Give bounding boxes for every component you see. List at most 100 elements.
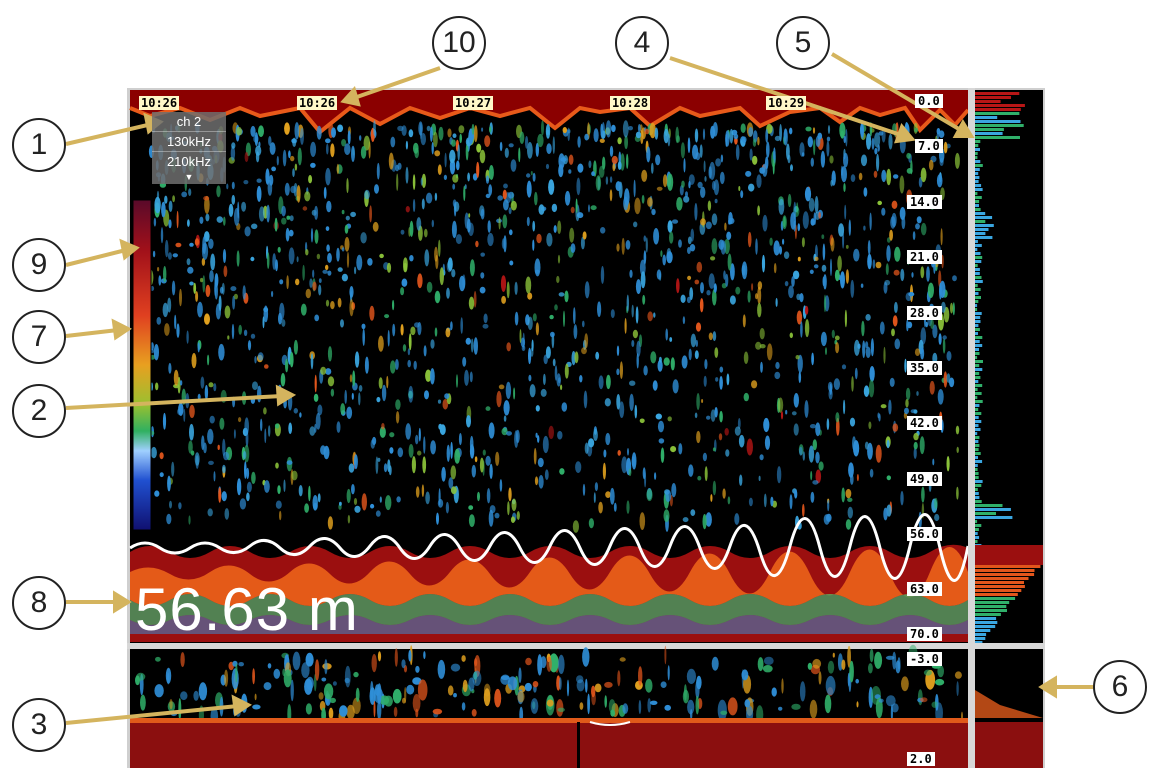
frequency-option[interactable]: 130kHz [152,132,226,152]
horizontal-separator[interactable] [127,643,1045,649]
histogram-bar [975,108,1021,111]
bottom-lock-echo-layer [135,644,963,725]
echo-target [520,337,526,348]
echo-target [906,168,913,174]
echo-target [647,197,653,207]
echo-target [190,450,195,456]
echo-target [797,354,803,373]
echo-target [738,186,741,191]
echo-target [351,392,354,400]
echo-target [900,491,904,506]
histogram-bar [975,168,980,171]
echo-target [892,651,897,670]
echo-target [624,318,627,334]
echo-target [436,512,439,525]
echo-target [637,124,641,133]
echo-target [841,166,847,183]
echo-target [802,503,805,517]
echo-target [221,491,227,502]
echo-target [663,128,669,144]
echo-target [361,493,367,511]
echo-target [763,656,774,665]
echo-target [344,389,348,404]
channel-label[interactable]: ch 2 [152,112,226,132]
echo-target [310,353,314,370]
echo-target [785,409,788,415]
echo-target [268,425,271,437]
echo-target [825,347,827,355]
arrowhead-6 [1038,675,1057,699]
echo-target [358,385,363,392]
channel-selector[interactable]: ch 2 130kHz 210kHz ▼ [152,112,226,184]
echo-target [533,448,537,465]
echo-target [577,136,581,148]
echo-target [891,212,897,228]
echo-target [875,444,882,463]
echo-target [725,273,729,287]
echo-target [194,238,200,246]
echo-target [304,678,313,695]
echo-target [889,229,893,241]
echo-target [894,301,898,314]
echo-target [759,328,765,340]
echo-target [821,264,827,272]
echo-target [279,302,285,321]
echo-target [908,292,915,297]
echo-target [557,220,562,234]
echo-target [518,667,522,683]
echo-target [465,337,471,345]
echo-target [257,385,262,403]
depth-label: 56.0 [907,527,942,541]
echo-target [554,304,558,311]
echo-target [892,423,899,432]
echo-target [893,174,899,179]
callout-4: 4 [615,16,669,70]
echo-target [314,314,320,322]
histogram-bar [975,304,978,307]
histogram-bar [975,184,982,187]
vertical-separator[interactable] [968,88,975,768]
echo-target [191,353,197,369]
echo-target [886,245,891,262]
echo-target [727,496,731,505]
callout-3: 3 [12,698,66,752]
echo-target [875,261,882,269]
echo-target [213,383,217,392]
echo-target [500,275,507,292]
echo-target [667,173,674,191]
echo-target [700,218,706,226]
triangle-down-icon[interactable]: ▼ [184,172,194,182]
echo-target [293,339,298,355]
bottom-lock-white-line [589,721,631,726]
echo-target [189,423,194,441]
callout-8: 8 [12,576,66,630]
echo-target [162,412,167,430]
echo-target [488,509,494,527]
echo-target [690,509,696,516]
echo-target [678,443,683,455]
echo-target [325,264,329,271]
echo-target [612,163,616,172]
echo-target [218,343,225,361]
echo-target [150,446,157,459]
echo-target [798,371,802,384]
echo-target [351,484,355,495]
echo-target [341,273,348,282]
echo-target [386,375,389,389]
echo-target [834,335,840,341]
echo-target [715,158,721,167]
echo-target [913,432,919,441]
echo-target [193,282,197,294]
echo-target [952,275,957,282]
echo-target [434,290,441,304]
frequency-option[interactable]: 210kHz [166,154,212,169]
echo-target [735,286,741,295]
echo-target [528,374,532,382]
histogram-bar [975,504,1003,507]
echo-target [405,423,412,440]
echo-target [156,317,162,325]
echo-target [408,650,412,662]
echo-target [666,251,673,264]
echo-target [675,126,679,144]
echo-target [233,293,238,300]
